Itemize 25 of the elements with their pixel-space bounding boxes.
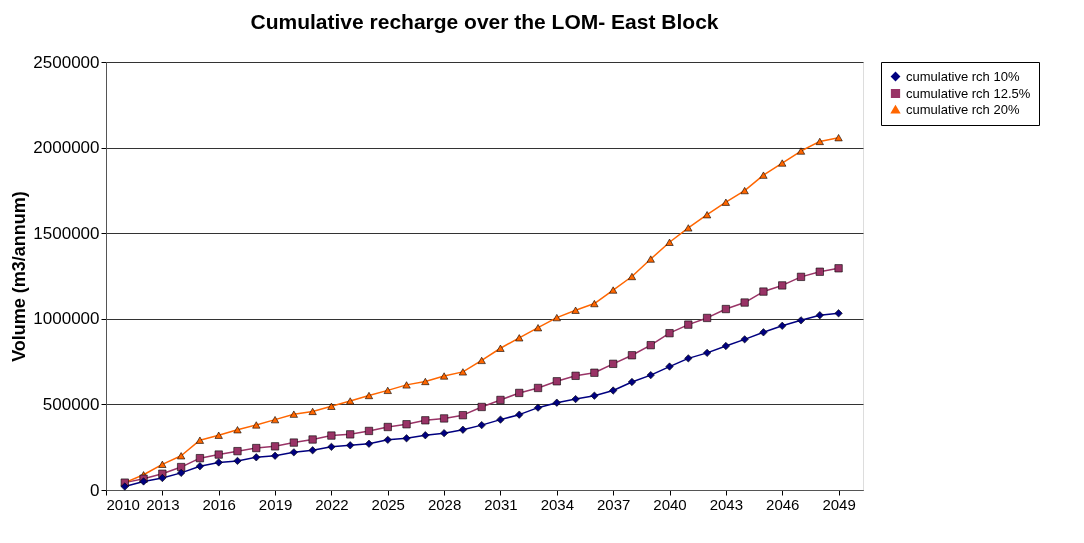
x-tick-label: 2049	[822, 495, 856, 513]
y-tick-label: 500000	[42, 394, 100, 414]
y-tick-label: 2000000	[33, 138, 100, 158]
x-tick-label: 2013	[146, 495, 180, 513]
x-tick-label: 2022	[315, 495, 349, 513]
y-tick-label: 1500000	[33, 223, 100, 243]
x-tick-label: 2043	[709, 495, 744, 513]
x-tick-label: 2034	[540, 495, 575, 513]
x-tick-label: 2019	[258, 495, 293, 513]
x-tick-label: 2010	[106, 495, 140, 513]
y-axis-title: Volume (m3/annum)	[9, 191, 30, 362]
legend-label: cumulative rch 10%	[906, 68, 1020, 84]
y-tick-label: 0	[90, 480, 100, 500]
x-tick-label: 2040	[653, 495, 687, 513]
x-tick-label: 2025	[371, 495, 405, 513]
chart-title: Cumulative recharge over the LOM- East Block	[250, 10, 719, 33]
x-tick-label: 2037	[596, 495, 631, 513]
x-tick-label: 2031	[484, 495, 518, 513]
legend-label: cumulative rch 20%	[906, 101, 1020, 117]
legend-label: cumulative rch 12.5%	[906, 85, 1031, 101]
y-tick-label: 2500000	[33, 52, 100, 72]
x-tick-label: 2016	[202, 495, 236, 513]
y-tick-label: 1000000	[33, 309, 100, 329]
x-tick-label: 2046	[766, 495, 800, 513]
x-tick-label: 2028	[427, 495, 462, 513]
